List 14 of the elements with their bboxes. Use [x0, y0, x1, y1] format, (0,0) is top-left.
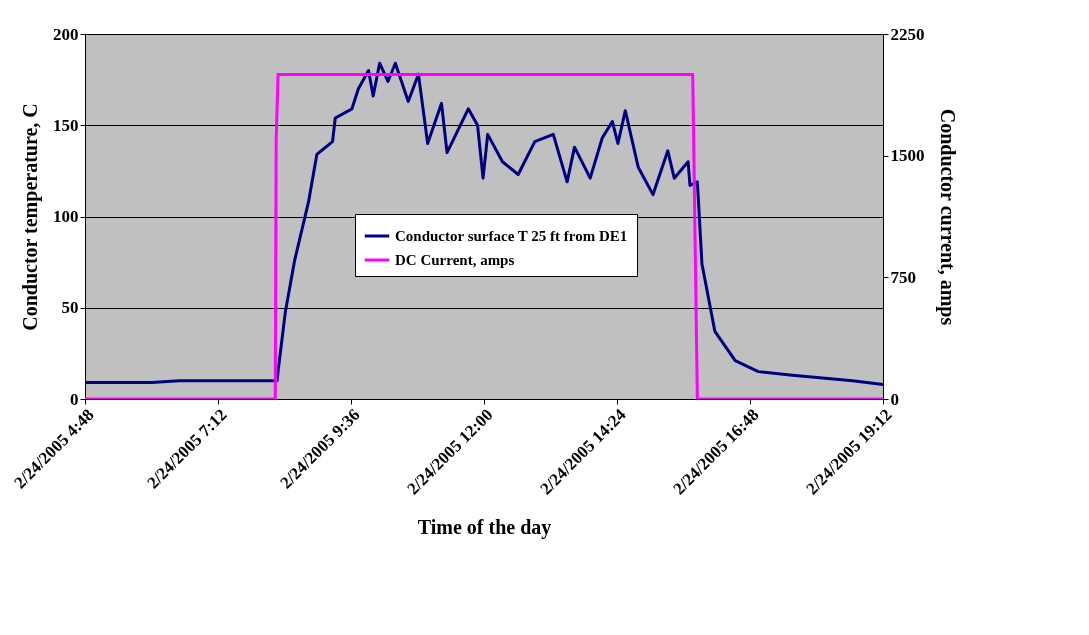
y-tick-label: 150: [53, 115, 79, 135]
y-tick-label: 0: [70, 389, 79, 409]
y-tick-label: 100: [53, 207, 79, 226]
y-tick-label: 50: [61, 298, 79, 318]
legend-label: Conductor surface T 25 ft from DE1: [395, 228, 628, 244]
y2-tick-label: 0: [890, 389, 899, 409]
y2-tick-label: 1500: [890, 146, 925, 166]
y-axis-title: Conductor temperature, C: [19, 103, 42, 331]
y-tick-label: 200: [53, 24, 79, 44]
y2-tick-label: 750: [890, 267, 916, 287]
x-axis-title: Time of the day: [417, 515, 552, 539]
y2-axis-title: Conductor current, amps: [935, 108, 959, 326]
y2-tick-label: 2250: [890, 24, 925, 44]
legend-label: DC Current, amps: [395, 252, 515, 268]
